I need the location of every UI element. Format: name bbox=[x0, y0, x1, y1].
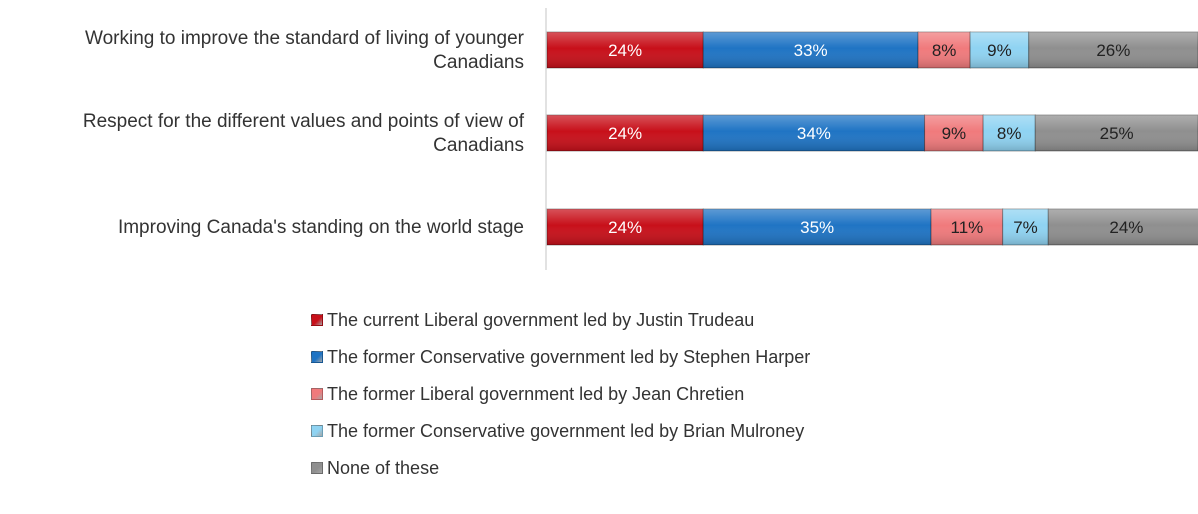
data-label-trudeau: 24% bbox=[608, 218, 642, 237]
legend-item-chretien: The former Liberal government led by Jea… bbox=[311, 380, 810, 408]
category-label: Respect for the different values and poi… bbox=[83, 111, 525, 156]
data-label-chretien: 8% bbox=[932, 41, 957, 60]
legend-label-harper: The former Conservative government led b… bbox=[327, 347, 810, 368]
data-label-none: 26% bbox=[1096, 41, 1130, 60]
data-label-harper: 35% bbox=[800, 218, 834, 237]
legend-label-trudeau: The current Liberal government led by Ju… bbox=[327, 310, 754, 331]
bar-area: Working to improve the standard of livin… bbox=[83, 28, 1198, 245]
legend-swatch-mulroney bbox=[311, 425, 323, 437]
legend-item-harper: The former Conservative government led b… bbox=[311, 343, 810, 371]
data-label-none: 25% bbox=[1100, 124, 1134, 143]
data-label-none: 24% bbox=[1109, 218, 1143, 237]
legend-item-none: None of these bbox=[311, 454, 810, 482]
data-label-trudeau: 24% bbox=[608, 124, 642, 143]
legend: The current Liberal government led by Ju… bbox=[311, 306, 810, 491]
legend-label-mulroney: The former Conservative government led b… bbox=[327, 421, 804, 442]
data-label-mulroney: 9% bbox=[987, 41, 1012, 60]
legend-label-none: None of these bbox=[327, 458, 439, 479]
legend-swatch-trudeau bbox=[311, 314, 323, 326]
legend-item-trudeau: The current Liberal government led by Ju… bbox=[311, 306, 810, 334]
data-label-harper: 33% bbox=[794, 41, 828, 60]
data-label-harper: 34% bbox=[797, 124, 831, 143]
data-label-mulroney: 7% bbox=[1013, 218, 1038, 237]
legend-swatch-chretien bbox=[311, 388, 323, 400]
legend-label-chretien: The former Liberal government led by Jea… bbox=[327, 384, 744, 405]
legend-swatch-harper bbox=[311, 351, 323, 363]
stacked-bar-chart: Working to improve the standard of livin… bbox=[0, 0, 1198, 300]
category-label: Improving Canada's standing on the world… bbox=[118, 217, 524, 238]
data-label-chretien: 9% bbox=[942, 124, 967, 143]
data-label-mulroney: 8% bbox=[997, 124, 1022, 143]
legend-item-mulroney: The former Conservative government led b… bbox=[311, 417, 810, 445]
data-label-chretien: 11% bbox=[951, 218, 984, 237]
data-label-trudeau: 24% bbox=[608, 41, 642, 60]
legend-swatch-none bbox=[311, 462, 323, 474]
category-label: Working to improve the standard of livin… bbox=[85, 28, 525, 73]
